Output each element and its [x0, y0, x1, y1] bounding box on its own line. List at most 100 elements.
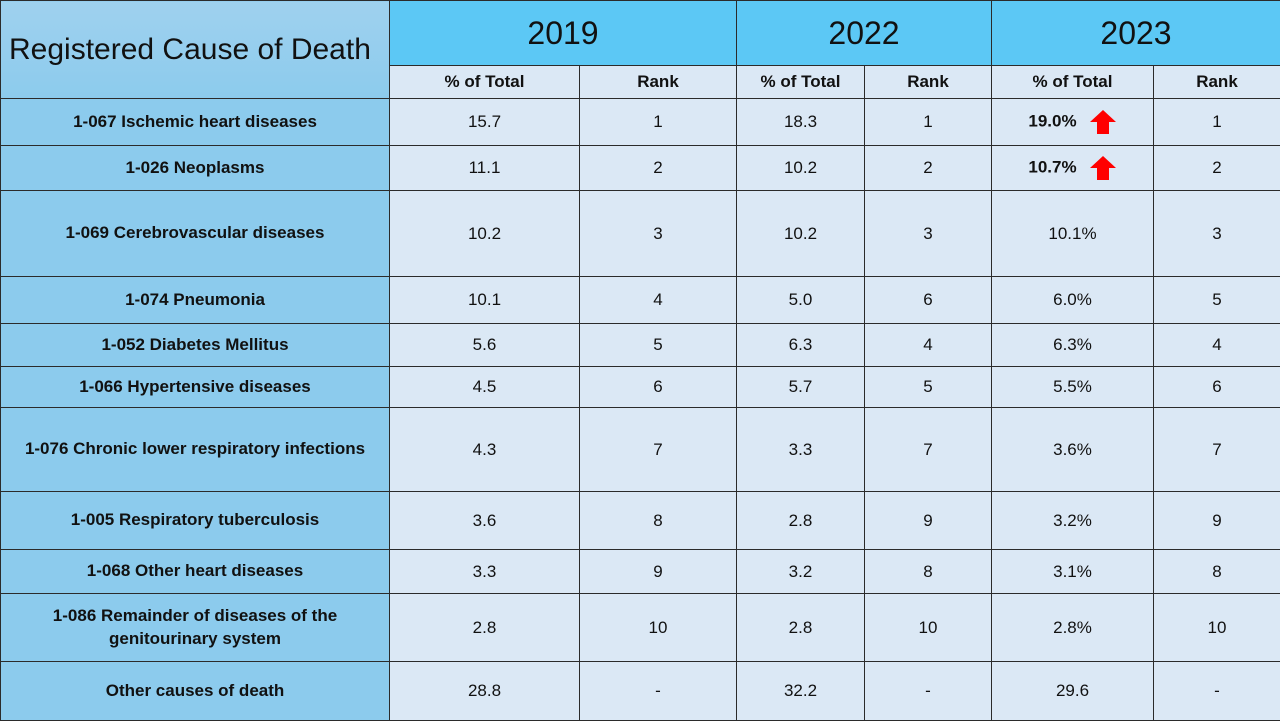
pct-2022: 3.3	[737, 408, 865, 492]
pct-2023-cell: 19.0%	[992, 99, 1154, 146]
rank-2023: 6	[1154, 367, 1280, 408]
table-row: Other causes of death 28.8 - 32.2 - 29.6…	[1, 662, 1280, 721]
year-header-2019: 2019	[390, 1, 737, 66]
pct-2022: 6.3	[737, 324, 865, 367]
rank-2023: -	[1154, 662, 1280, 721]
pct-2022: 18.3	[737, 99, 865, 146]
rank-2022: 5	[865, 367, 992, 408]
pct-2019: 3.6	[390, 492, 580, 550]
pct-2019: 5.6	[390, 324, 580, 367]
pct-header-2022: % of Total	[737, 66, 865, 99]
pct-2023: 2.8%	[992, 594, 1154, 662]
pct-2022: 3.2	[737, 550, 865, 594]
pct-header-2019: % of Total	[390, 66, 580, 99]
pct-2019: 3.3	[390, 550, 580, 594]
rank-2023: 1	[1154, 99, 1280, 146]
pct-2023: 3.6%	[992, 408, 1154, 492]
pct-2023: 10.1%	[992, 191, 1154, 277]
pct-2019: 28.8	[390, 662, 580, 721]
rank-2022: 4	[865, 324, 992, 367]
rank-2022: 3	[865, 191, 992, 277]
table-row: 1-066 Hypertensive diseases 4.5 6 5.7 5 …	[1, 367, 1280, 408]
rank-2019: 2	[580, 146, 737, 191]
table-row: 1-067 Ischemic heart diseases 15.7 1 18.…	[1, 99, 1280, 146]
pct-2023: 19.0%	[1028, 111, 1076, 130]
table-row: 1-052 Diabetes Mellitus 5.6 5 6.3 4 6.3%…	[1, 324, 1280, 367]
pct-2019: 2.8	[390, 594, 580, 662]
pct-2019: 11.1	[390, 146, 580, 191]
table-row: 1-005 Respiratory tuberculosis 3.6 8 2.8…	[1, 492, 1280, 550]
rank-2022: -	[865, 662, 992, 721]
pct-2019: 10.2	[390, 191, 580, 277]
rank-2019: 3	[580, 191, 737, 277]
year-header-2023: 2023	[992, 1, 1280, 66]
rank-2023: 7	[1154, 408, 1280, 492]
rank-header-2019: Rank	[580, 66, 737, 99]
table-row: 1-068 Other heart diseases 3.3 9 3.2 8 3…	[1, 550, 1280, 594]
rank-2019: 7	[580, 408, 737, 492]
pct-2023: 6.3%	[992, 324, 1154, 367]
rank-2023: 10	[1154, 594, 1280, 662]
rank-2022: 8	[865, 550, 992, 594]
rank-2023: 9	[1154, 492, 1280, 550]
pct-2022: 10.2	[737, 146, 865, 191]
pct-2023: 3.1%	[992, 550, 1154, 594]
rank-2023: 8	[1154, 550, 1280, 594]
rank-2022: 7	[865, 408, 992, 492]
rank-2019: 10	[580, 594, 737, 662]
pct-2019: 4.5	[390, 367, 580, 408]
rank-2022: 6	[865, 277, 992, 324]
cause-label: 1-005 Respiratory tuberculosis	[1, 492, 390, 550]
pct-2023: 6.0%	[992, 277, 1154, 324]
table-row: 1-076 Chronic lower respiratory infectio…	[1, 408, 1280, 492]
pct-2023: 5.5%	[992, 367, 1154, 408]
table-row: 1-069 Cerebrovascular diseases 10.2 3 10…	[1, 191, 1280, 277]
pct-2022: 10.2	[737, 191, 865, 277]
pct-2023: 10.7%	[1028, 157, 1076, 176]
pct-2019: 4.3	[390, 408, 580, 492]
table-row: 1-074 Pneumonia 10.1 4 5.0 6 6.0% 5	[1, 277, 1280, 324]
rank-2019: -	[580, 662, 737, 721]
cause-label: Other causes of death	[1, 662, 390, 721]
rank-2019: 6	[580, 367, 737, 408]
cause-label: 1-086 Remainder of diseases of the genit…	[1, 594, 390, 662]
cause-label: 1-066 Hypertensive diseases	[1, 367, 390, 408]
pct-header-2023: % of Total	[992, 66, 1154, 99]
table-row: 1-086 Remainder of diseases of the genit…	[1, 594, 1280, 662]
rank-2019: 8	[580, 492, 737, 550]
pct-2019: 10.1	[390, 277, 580, 324]
pct-2023: 3.2%	[992, 492, 1154, 550]
rank-header-2023: Rank	[1154, 66, 1280, 99]
pct-2022: 2.8	[737, 492, 865, 550]
rank-2023: 3	[1154, 191, 1280, 277]
rank-2019: 9	[580, 550, 737, 594]
rank-2022: 1	[865, 99, 992, 146]
cause-label: 1-067 Ischemic heart diseases	[1, 99, 390, 146]
cause-label: 1-076 Chronic lower respiratory infectio…	[1, 408, 390, 492]
table-title: Registered Cause of Death	[1, 1, 390, 99]
pct-2023-cell: 10.7%	[992, 146, 1154, 191]
rank-2019: 4	[580, 277, 737, 324]
rank-2022: 2	[865, 146, 992, 191]
pct-2023: 29.6	[992, 662, 1154, 721]
pct-2019: 15.7	[390, 99, 580, 146]
rank-2023: 5	[1154, 277, 1280, 324]
pct-2022: 5.7	[737, 367, 865, 408]
cause-label: 1-026 Neoplasms	[1, 146, 390, 191]
pct-2022: 32.2	[737, 662, 865, 721]
rank-2023: 4	[1154, 324, 1280, 367]
rank-2019: 1	[580, 99, 737, 146]
cause-label: 1-069 Cerebrovascular diseases	[1, 191, 390, 277]
rank-2023: 2	[1154, 146, 1280, 191]
cause-label: 1-074 Pneumonia	[1, 277, 390, 324]
rank-2019: 5	[580, 324, 737, 367]
year-header-2022: 2022	[737, 1, 992, 66]
pct-2022: 2.8	[737, 594, 865, 662]
rank-2022: 10	[865, 594, 992, 662]
table-row: 1-026 Neoplasms 11.1 2 10.2 2 10.7% 2	[1, 146, 1280, 191]
rank-header-2022: Rank	[865, 66, 992, 99]
cause-label: 1-068 Other heart diseases	[1, 550, 390, 594]
up-arrow-icon	[1089, 109, 1117, 135]
up-arrow-icon	[1089, 155, 1117, 181]
